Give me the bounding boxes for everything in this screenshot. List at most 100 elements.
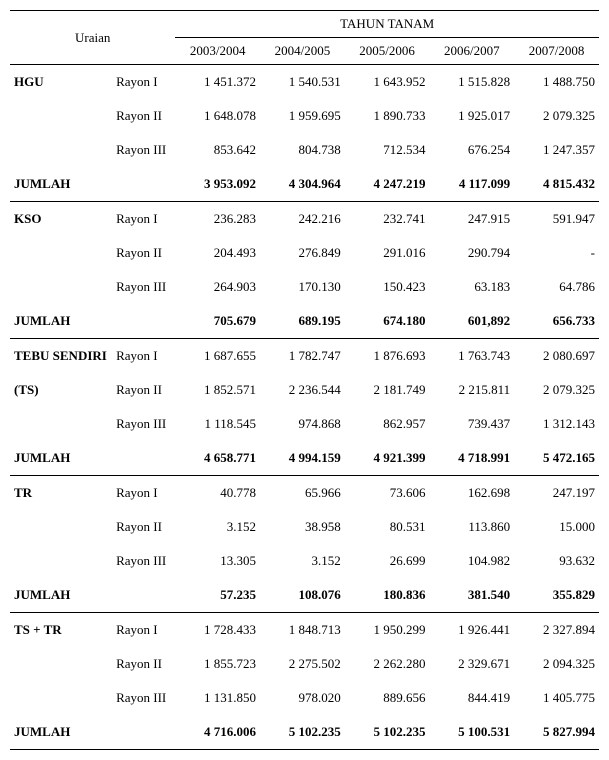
cell: 5 102.235 — [345, 715, 430, 750]
jumlah-label: JUMLAH — [10, 304, 112, 339]
cell: 40.778 — [175, 476, 260, 511]
header-tahun: TAHUN TANAM — [175, 11, 599, 38]
table-row: TS + TR Rayon I 1 728.433 1 848.713 1 95… — [10, 613, 599, 648]
cell: 113.860 — [429, 510, 514, 544]
cell: 712.534 — [345, 133, 430, 167]
cell: 3.152 — [260, 544, 345, 578]
year-col: 2004/2005 — [260, 38, 345, 65]
rayon-label: Rayon I — [112, 202, 175, 237]
jumlah-label: JUMLAH — [10, 441, 112, 476]
cell: 1 643.952 — [345, 65, 430, 100]
cell: 1 852.571 — [175, 373, 260, 407]
cell: 2 236.544 — [260, 373, 345, 407]
cell: 3.152 — [175, 510, 260, 544]
cell: 1 687.655 — [175, 339, 260, 374]
cell: 862.957 — [345, 407, 430, 441]
cell: 1 855.723 — [175, 647, 260, 681]
cell: 15.000 — [514, 510, 599, 544]
jumlah-label: JUMLAH — [10, 715, 112, 750]
table-row: (TS) Rayon II 1 852.571 2 236.544 2 181.… — [10, 373, 599, 407]
cell: 1 247.357 — [514, 133, 599, 167]
table-row: Rayon II 1 648.078 1 959.695 1 890.733 1… — [10, 99, 599, 133]
rayon-label: Rayon III — [112, 681, 175, 715]
year-col: 2006/2007 — [429, 38, 514, 65]
cell: 2 080.697 — [514, 339, 599, 374]
cell: 4 994.159 — [260, 441, 345, 476]
cell: 57.235 — [175, 578, 260, 613]
table-row: Rayon II 3.152 38.958 80.531 113.860 15.… — [10, 510, 599, 544]
cell: 3 953.092 — [175, 167, 260, 202]
cell: 889.656 — [345, 681, 430, 715]
cell: 4 304.964 — [260, 167, 345, 202]
jumlah-row: JUMLAH 4 716.006 5 102.235 5 102.235 5 1… — [10, 715, 599, 750]
rayon-label: Rayon I — [112, 65, 175, 100]
rayon-label: Rayon II — [112, 510, 175, 544]
cell: 5 100.531 — [429, 715, 514, 750]
data-table: Uraian TAHUN TANAM 2003/2004 2004/2005 2… — [10, 10, 599, 750]
rayon-label: Rayon II — [112, 99, 175, 133]
cell: 63.183 — [429, 270, 514, 304]
cell: 978.020 — [260, 681, 345, 715]
rayon-label: Rayon III — [112, 270, 175, 304]
cell: 170.130 — [260, 270, 345, 304]
cell: 676.254 — [429, 133, 514, 167]
rayon-label: Rayon II — [112, 373, 175, 407]
cell: 4 117.099 — [429, 167, 514, 202]
cell: 80.531 — [345, 510, 430, 544]
cell: 1 926.441 — [429, 613, 514, 648]
cell: 38.958 — [260, 510, 345, 544]
cell: 236.283 — [175, 202, 260, 237]
cell: 656.733 — [514, 304, 599, 339]
cell: 2 275.502 — [260, 647, 345, 681]
cell: 2 094.325 — [514, 647, 599, 681]
cell: 2 262.280 — [345, 647, 430, 681]
jumlah-row: JUMLAH 3 953.092 4 304.964 4 247.219 4 1… — [10, 167, 599, 202]
cell: 247.915 — [429, 202, 514, 237]
cell: 73.606 — [345, 476, 430, 511]
year-col: 2007/2008 — [514, 38, 599, 65]
table-row: Rayon III 1 131.850 978.020 889.656 844.… — [10, 681, 599, 715]
cell: 1 959.695 — [260, 99, 345, 133]
cell: 4 716.006 — [175, 715, 260, 750]
cell: 1 876.693 — [345, 339, 430, 374]
rayon-label: Rayon II — [112, 236, 175, 270]
jumlah-label: JUMLAH — [10, 578, 112, 613]
section-name-line2: (TS) — [10, 373, 112, 407]
cell: 1 451.372 — [175, 65, 260, 100]
table-row: Rayon III 853.642 804.738 712.534 676.25… — [10, 133, 599, 167]
table-header-top: Uraian TAHUN TANAM — [10, 11, 599, 38]
cell: 1 118.545 — [175, 407, 260, 441]
jumlah-row: JUMLAH 57.235 108.076 180.836 381.540 35… — [10, 578, 599, 613]
cell: 291.016 — [345, 236, 430, 270]
rayon-label: Rayon I — [112, 613, 175, 648]
cell: 232.741 — [345, 202, 430, 237]
cell: 1 131.850 — [175, 681, 260, 715]
table-row: Rayon III 264.903 170.130 150.423 63.183… — [10, 270, 599, 304]
cell: 1 890.733 — [345, 99, 430, 133]
section-name: KSO — [10, 202, 112, 237]
cell: 2 327.894 — [514, 613, 599, 648]
cell: 64.786 — [514, 270, 599, 304]
cell: - — [514, 236, 599, 270]
cell: 26.699 — [345, 544, 430, 578]
cell: 242.216 — [260, 202, 345, 237]
jumlah-row: JUMLAH 4 658.771 4 994.159 4 921.399 4 7… — [10, 441, 599, 476]
cell: 1 405.775 — [514, 681, 599, 715]
rayon-label: Rayon III — [112, 407, 175, 441]
cell: 264.903 — [175, 270, 260, 304]
table-row: TEBU SENDIRI Rayon I 1 687.655 1 782.747… — [10, 339, 599, 374]
table-row: HGU Rayon I 1 451.372 1 540.531 1 643.95… — [10, 65, 599, 100]
cell: 1 782.747 — [260, 339, 345, 374]
cell: 93.632 — [514, 544, 599, 578]
cell: 5 472.165 — [514, 441, 599, 476]
cell: 2 079.325 — [514, 373, 599, 407]
cell: 2 079.325 — [514, 99, 599, 133]
header-uraian: Uraian — [10, 11, 175, 65]
cell: 853.642 — [175, 133, 260, 167]
cell: 13.305 — [175, 544, 260, 578]
table-row: KSO Rayon I 236.283 242.216 232.741 247.… — [10, 202, 599, 237]
rayon-label: Rayon I — [112, 339, 175, 374]
cell: 4 815.432 — [514, 167, 599, 202]
cell: 381.540 — [429, 578, 514, 613]
rayon-label: Rayon III — [112, 133, 175, 167]
